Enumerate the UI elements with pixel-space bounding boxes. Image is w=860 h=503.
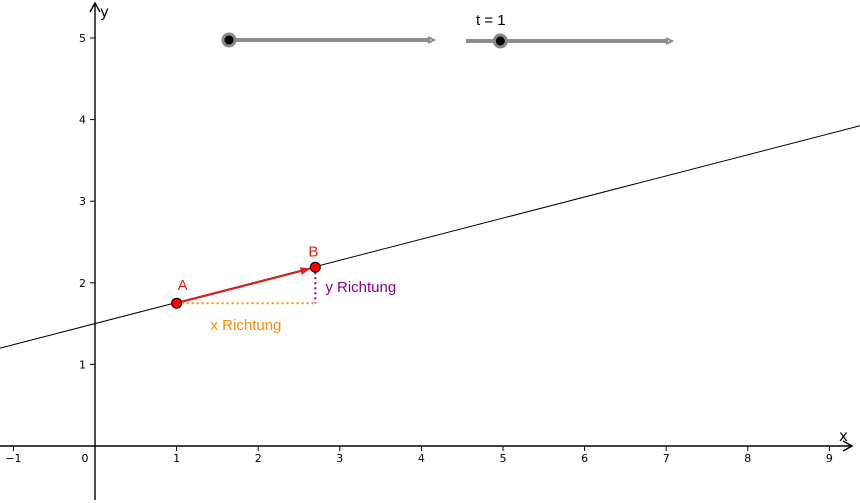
x-tick-label: 5	[500, 452, 507, 465]
x-tick-label: 8	[744, 452, 751, 465]
y-tick-group: 1 2 3 4 5	[79, 32, 95, 371]
y-tick-label: 3	[79, 195, 86, 208]
x-tick-label: 3	[336, 452, 343, 465]
x-axis-label: x	[839, 427, 848, 445]
slider-1-arrow-icon	[427, 36, 437, 44]
slider-2-handle[interactable]	[492, 33, 508, 49]
slider-2-arrow-icon	[665, 37, 675, 45]
point-a[interactable]	[171, 297, 183, 309]
x-direction-label: x Richtung	[211, 317, 282, 334]
y-tick-label: 2	[79, 277, 86, 290]
slider-2-label: t = 1	[476, 12, 506, 29]
x-tick-label: 0	[82, 452, 89, 465]
x-tick-label: 2	[255, 452, 262, 465]
slider-2[interactable]: t = 1	[466, 12, 675, 49]
y-tick-label: 4	[79, 114, 86, 127]
x-tick-label: 6	[581, 452, 588, 465]
y-tick-label: 1	[79, 358, 86, 371]
y-tick-label: 5	[79, 32, 86, 45]
slider-1[interactable]	[221, 32, 437, 48]
slider-1-handle[interactable]	[221, 32, 237, 48]
y-direction-label: y Richtung	[325, 279, 396, 296]
point-b-label: B	[308, 243, 318, 260]
x-tick-label: 4	[418, 452, 425, 465]
y-axis-arrow-icon	[89, 1, 101, 13]
x-tick-label: 7	[663, 452, 670, 465]
point-a-label: A	[178, 277, 188, 294]
x-tick-label: 1	[173, 452, 180, 465]
x-tick-label: 9	[826, 452, 833, 465]
y-axis-label: y	[100, 3, 109, 21]
point-b[interactable]	[309, 261, 321, 273]
line-through-a-b[interactable]	[0, 125, 860, 349]
x-tick-label: −1	[5, 452, 21, 465]
x-tick-group: −1 0 1 2 3 4 5 6 7 8 9	[5, 446, 833, 465]
x-axis-arrow-icon	[842, 440, 854, 452]
vector-a-to-b	[181, 267, 311, 303]
